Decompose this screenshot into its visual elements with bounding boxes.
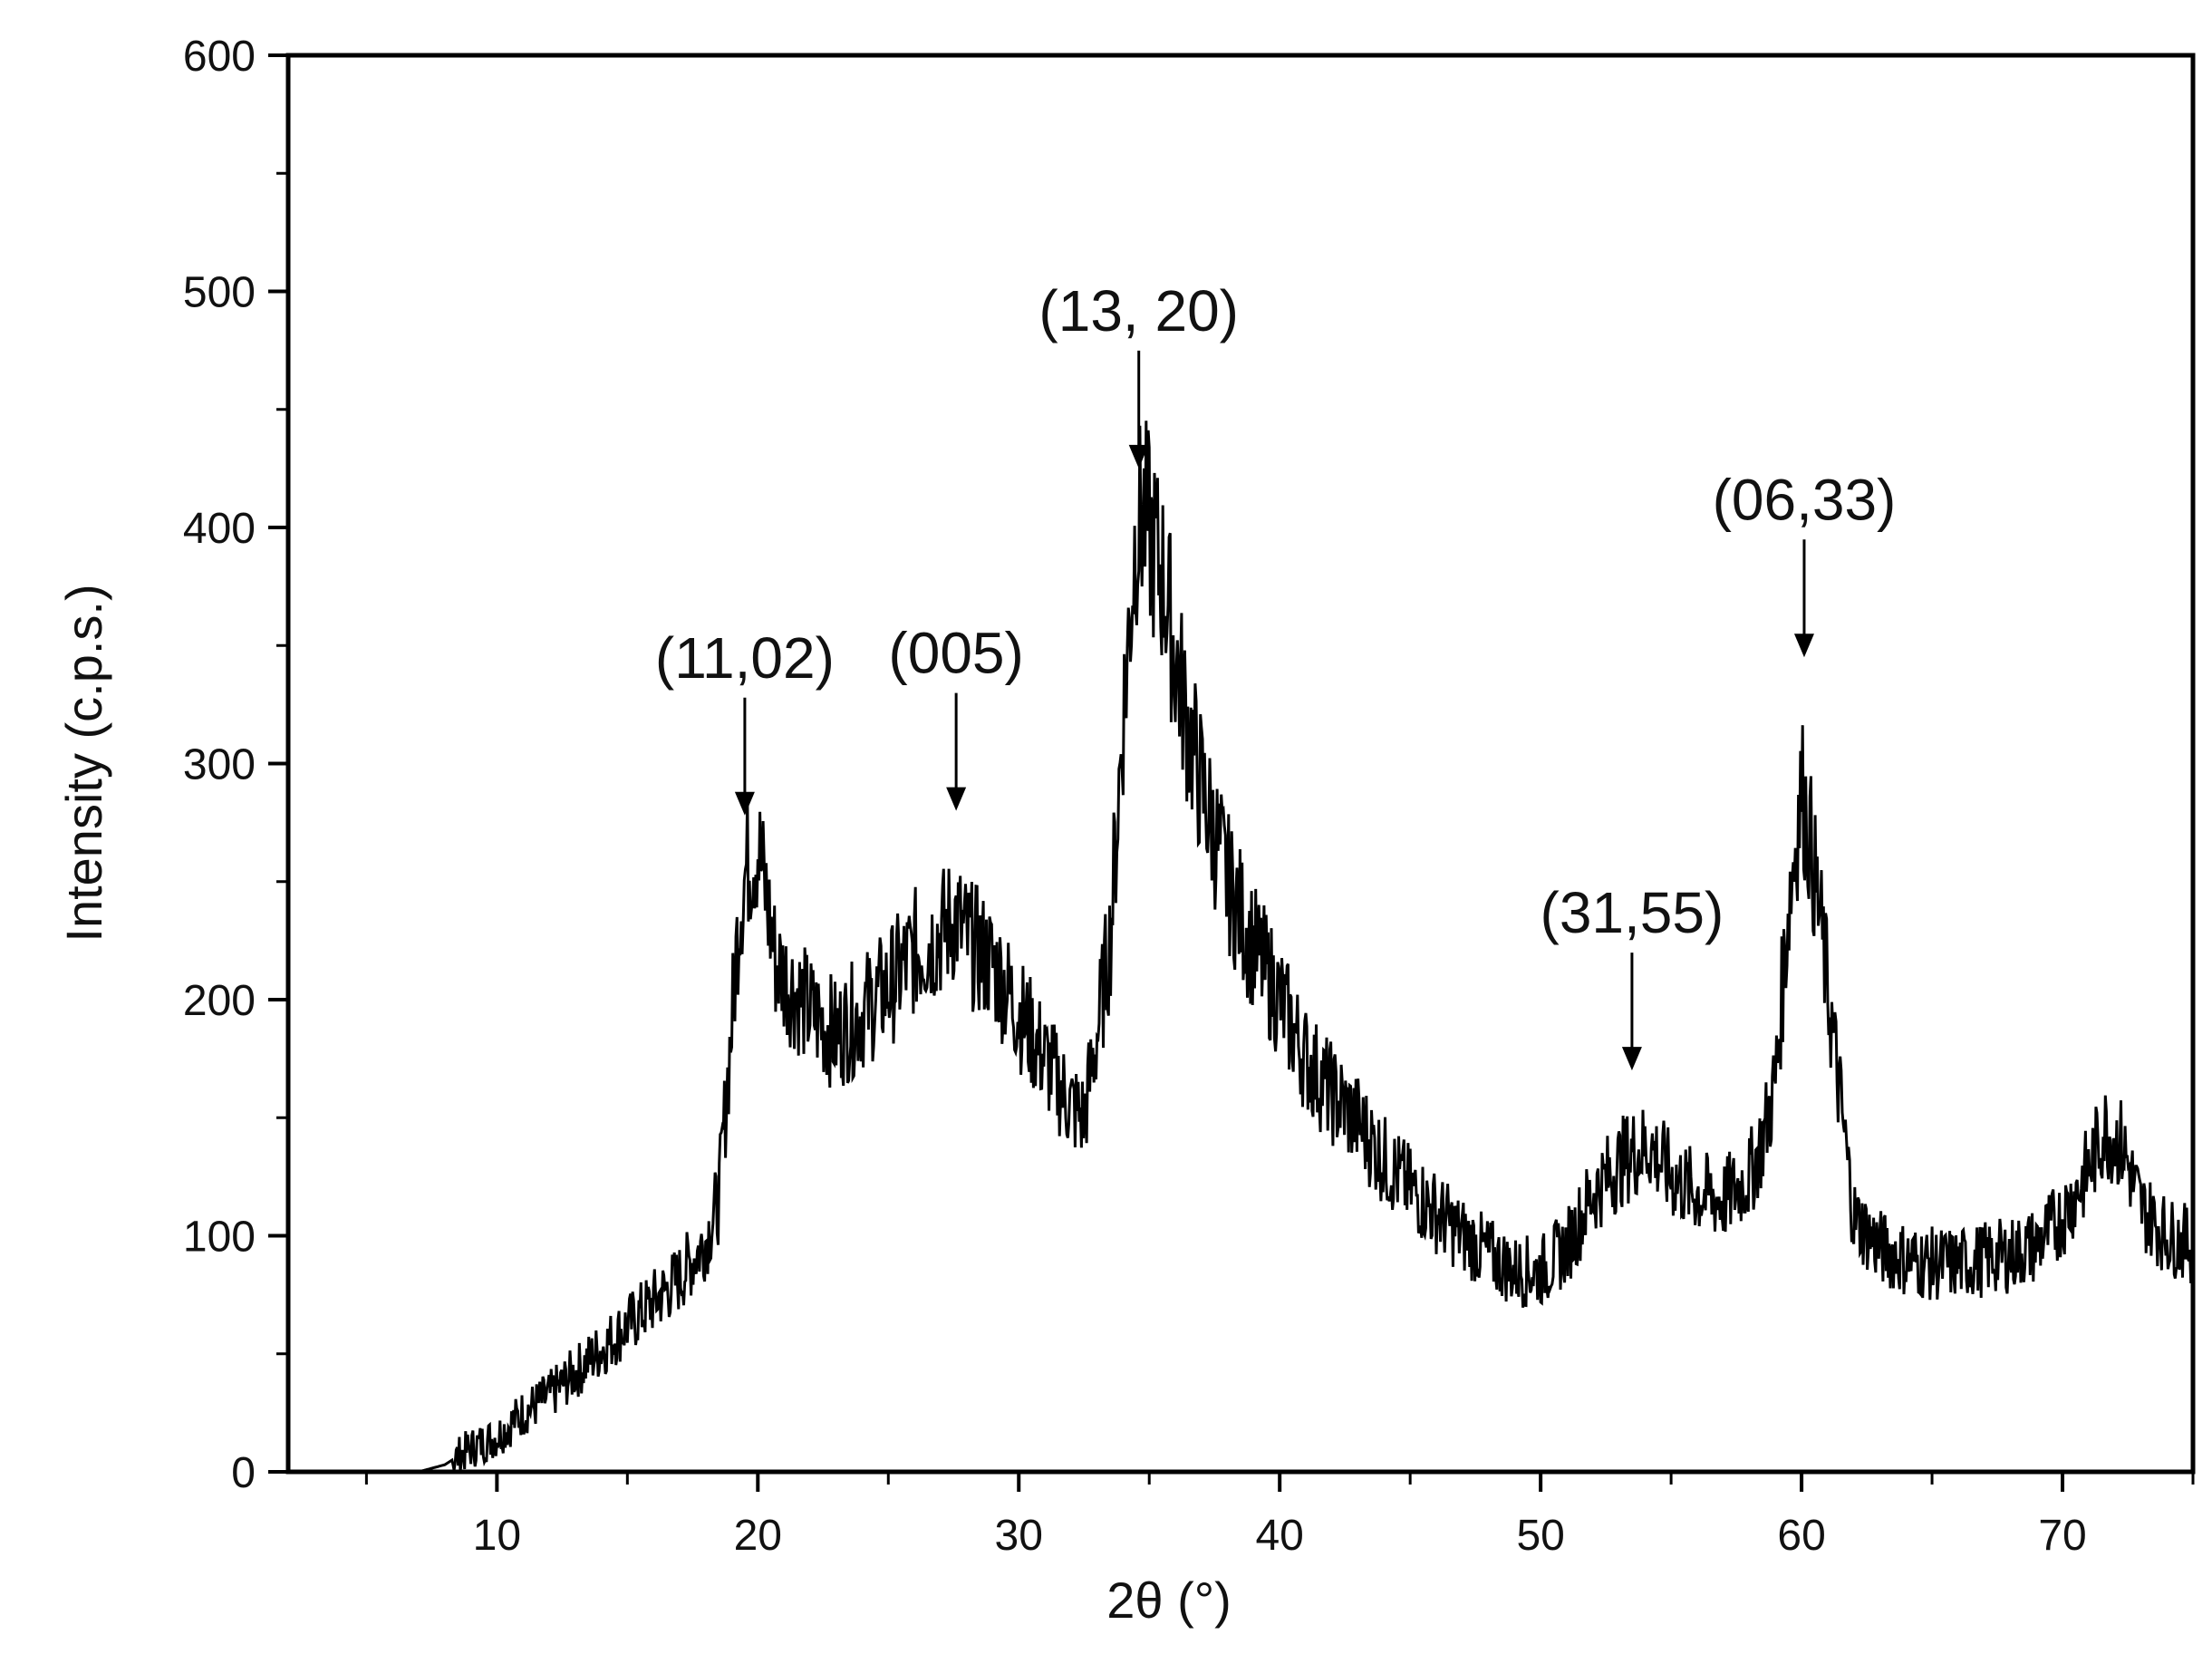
peak-label-4: (06,33)	[1713, 467, 1897, 532]
x-tick-label-20: 20	[734, 1512, 782, 1560]
y-axis: 0 100 200 300 400 500 600	[183, 33, 288, 1497]
y-axis-title: Intensity (c.p.s.)	[55, 584, 112, 942]
peak-label-3: (31,55)	[1541, 880, 1724, 945]
y-tick-label-100: 100	[183, 1214, 256, 1262]
x-tick-label-50: 50	[1516, 1512, 1564, 1560]
peak-label-2: (13, 20)	[1038, 278, 1239, 343]
annotation-arrow-head	[1793, 634, 1814, 658]
y-tick-label-0: 0	[231, 1449, 256, 1497]
y-tick-label-400: 400	[183, 505, 256, 553]
y-tick-label-300: 300	[183, 741, 256, 789]
x-tick-label-40: 40	[1255, 1512, 1303, 1560]
y-tick-label-600: 600	[183, 33, 256, 81]
annotation-arrow-head	[1128, 444, 1149, 469]
x-tick-label-70: 70	[2038, 1512, 2086, 1560]
peak-label-1: (005)	[888, 621, 1023, 686]
x-tick-label-60: 60	[1777, 1512, 1825, 1560]
annotation-arrow-head	[946, 787, 967, 811]
x-axis: 10 20 30 40 50 60 70	[364, 1472, 2195, 1560]
series-line	[366, 421, 2194, 1474]
x-tick-label-10: 10	[473, 1512, 521, 1560]
x-tick-label-30: 30	[995, 1512, 1043, 1560]
peak-label-0: (11,02)	[655, 625, 835, 691]
x-axis-title: 2θ (°)	[1106, 1572, 1232, 1629]
y-tick-label-200: 200	[183, 977, 256, 1025]
peak-annotations: (11,02) (005) (13, 20) (31,55) (06,33)	[655, 278, 1897, 1071]
annotation-arrow-head	[734, 791, 755, 816]
annotation-arrow-head	[1621, 1047, 1642, 1071]
y-tick-label-500: 500	[183, 269, 256, 317]
